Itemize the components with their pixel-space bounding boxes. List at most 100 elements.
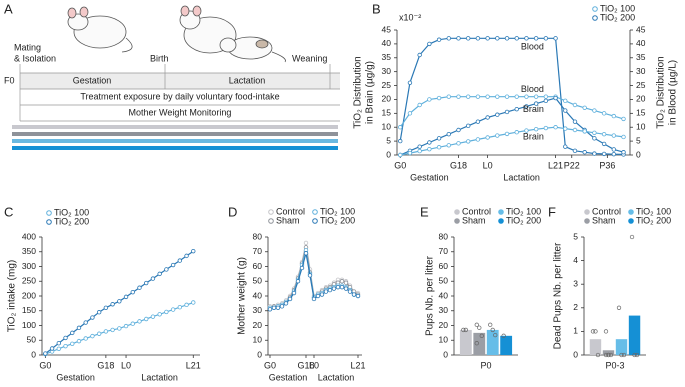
axis-multiplier: x10⁻² — [399, 12, 421, 22]
data-point — [43, 351, 48, 356]
data-point — [271, 305, 277, 310]
data-point — [465, 94, 471, 99]
data-point — [287, 296, 293, 302]
data-point — [335, 284, 341, 290]
data-point — [533, 101, 539, 106]
x-tick-label: L0 — [121, 360, 131, 370]
data-point — [319, 292, 325, 297]
data-point — [543, 36, 549, 41]
data-point — [103, 329, 109, 334]
data-point — [117, 299, 122, 304]
data-point — [553, 36, 558, 41]
x-tick-label: G0 — [264, 360, 276, 370]
data-point — [164, 267, 169, 272]
data-point — [582, 129, 587, 134]
data-point — [504, 94, 510, 99]
y-tick-label: 20 — [253, 320, 263, 330]
data-point — [407, 111, 413, 116]
data-point — [398, 138, 403, 144]
bar — [602, 350, 615, 355]
data-point — [150, 276, 156, 281]
legend-label: TiO₂ 100 — [320, 206, 355, 216]
y-tick-label: 150 — [22, 305, 36, 315]
data-point — [543, 98, 549, 104]
legend-marker — [584, 209, 590, 215]
y-tick-label: 30 — [382, 66, 392, 76]
bar — [589, 339, 602, 355]
data-point — [184, 302, 189, 308]
data-point — [427, 41, 432, 47]
data-point — [123, 323, 129, 329]
data-point — [303, 240, 309, 246]
y-tick-label: 400 — [22, 231, 36, 241]
data-point — [427, 97, 432, 102]
data-point — [582, 150, 587, 155]
y-tick-label: 0 — [257, 349, 262, 359]
data-point — [485, 115, 490, 120]
y-tick-label: 100 — [22, 320, 36, 330]
x-group-label: Lactation — [318, 372, 355, 382]
schematic: A Mating & Isolation Birth Weaning F0 G — [4, 1, 340, 150]
data-point — [170, 262, 176, 268]
y-tick-label: 0 — [443, 349, 448, 359]
legend-label: TiO₂ 100 — [600, 3, 635, 13]
event-label: Birth — [150, 53, 169, 63]
y-tick-label: 45 — [382, 24, 392, 34]
axis-label: TiO₂ Distribution — [353, 56, 364, 128]
data-point — [629, 234, 635, 240]
data-point — [343, 280, 349, 285]
x-tick-label: L21 — [548, 160, 563, 170]
legend-label: TiO₂ 200 — [54, 216, 89, 226]
data-point — [299, 265, 305, 271]
data-point — [49, 346, 55, 351]
data-point — [563, 98, 568, 104]
y-tick-label: 20 — [636, 94, 646, 104]
data-point — [456, 127, 461, 133]
data-point — [553, 95, 558, 101]
y-tick-label: 50 — [439, 276, 449, 286]
data-point — [477, 325, 482, 330]
data-point — [417, 52, 422, 58]
data-point — [493, 332, 498, 338]
data-point — [157, 271, 162, 277]
axis-label: in Blood (µg/L) — [668, 60, 679, 125]
data-point — [295, 279, 301, 284]
data-point — [76, 338, 82, 344]
data-point — [501, 333, 506, 338]
y-tick-label: 25 — [382, 80, 392, 90]
data-point — [621, 352, 627, 358]
data-point — [606, 352, 611, 358]
data-point — [592, 108, 597, 113]
y-tick-label: 1 — [573, 326, 578, 336]
data-point — [56, 346, 62, 352]
data-point — [303, 251, 309, 256]
panel-letter: B — [372, 1, 381, 16]
data-point — [465, 139, 471, 144]
group-bar — [12, 132, 338, 136]
x-tick-label: P0 — [480, 360, 491, 370]
legend-marker — [584, 218, 590, 224]
data-point — [177, 258, 183, 263]
data-point — [495, 36, 500, 41]
data-point — [632, 352, 637, 358]
y-tick-label: 50 — [27, 335, 37, 345]
event-label: Weaning — [292, 53, 327, 63]
bar — [628, 315, 641, 355]
phase-band — [20, 73, 340, 89]
data-point — [619, 352, 624, 358]
data-point — [611, 113, 617, 119]
group-bar — [12, 139, 338, 143]
data-point — [339, 279, 345, 284]
panel-letter: E — [420, 204, 429, 219]
y-tick-label: 10 — [253, 335, 263, 345]
data-point — [117, 326, 122, 331]
data-point — [76, 325, 82, 331]
data-point — [533, 36, 539, 41]
event-label: & Isolation — [14, 53, 56, 63]
data-point — [504, 131, 510, 137]
legend-marker — [592, 15, 598, 21]
y-tick-label: 10 — [636, 121, 646, 131]
axis-label: Pups Nb. per litter — [425, 255, 436, 336]
event-label: Mating — [14, 42, 41, 52]
series-annotation: Brain — [523, 131, 544, 141]
